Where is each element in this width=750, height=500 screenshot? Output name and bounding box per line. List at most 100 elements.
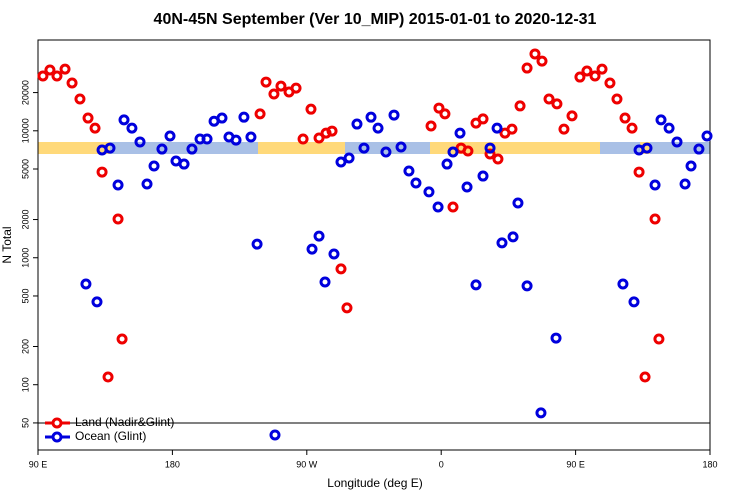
point <box>66 77 78 89</box>
point <box>535 407 547 419</box>
point <box>102 371 114 383</box>
point <box>74 93 86 105</box>
point <box>104 142 116 154</box>
point <box>447 201 459 213</box>
point <box>178 158 190 170</box>
y-tick-label: 1000 <box>20 248 30 268</box>
point <box>574 71 586 83</box>
point <box>491 122 503 134</box>
point <box>633 166 645 178</box>
chart-title: 40N-45N September (Ver 10_MIP) 2015-01-0… <box>154 11 597 28</box>
x-tick-label: 180 <box>165 459 180 469</box>
point <box>507 231 519 243</box>
point <box>112 213 124 225</box>
plot-frame <box>37 39 711 451</box>
y-tick-label: 10000 <box>20 118 30 143</box>
point <box>388 109 400 121</box>
point <box>80 278 92 290</box>
point <box>335 263 347 275</box>
point <box>655 114 667 126</box>
point <box>529 48 541 60</box>
x-tick-label: 0 <box>439 459 444 469</box>
legend-label: Land (Nadir&Glint) <box>75 415 174 429</box>
point <box>268 88 280 100</box>
point <box>186 143 198 155</box>
legend-marker <box>51 417 63 429</box>
point <box>164 130 176 142</box>
point <box>82 112 94 124</box>
point <box>521 62 533 74</box>
point <box>89 122 101 134</box>
point <box>512 197 524 209</box>
y-tick-label: 200 <box>20 339 30 354</box>
point <box>305 103 317 115</box>
point <box>403 165 415 177</box>
point <box>685 160 697 172</box>
point <box>372 122 384 134</box>
point <box>581 65 593 77</box>
point <box>96 166 108 178</box>
point <box>395 141 407 153</box>
point <box>649 179 661 191</box>
point <box>521 280 533 292</box>
point <box>447 146 459 158</box>
point <box>260 76 272 88</box>
point <box>148 160 160 172</box>
point <box>432 201 444 213</box>
point <box>596 63 608 75</box>
point <box>558 123 570 135</box>
point <box>423 186 435 198</box>
point <box>306 243 318 255</box>
y-tick-label: 2000 <box>20 210 30 230</box>
point <box>245 131 257 143</box>
y-tick-label: 20000 <box>20 80 30 105</box>
point <box>91 296 103 308</box>
x-tick-label: 90 W <box>296 459 318 469</box>
point <box>477 170 489 182</box>
point <box>454 127 466 139</box>
point <box>639 371 651 383</box>
point <box>254 108 266 120</box>
point <box>617 278 629 290</box>
point <box>641 142 653 154</box>
surface-band <box>38 142 710 154</box>
point <box>701 130 713 142</box>
point <box>351 118 363 130</box>
point <box>112 179 124 191</box>
point <box>313 230 325 242</box>
y-tick-label: 50 <box>20 418 30 428</box>
point <box>649 213 661 225</box>
point <box>44 64 56 76</box>
point <box>116 333 128 345</box>
point <box>589 70 601 82</box>
point <box>611 93 623 105</box>
point <box>59 63 71 75</box>
point <box>671 136 683 148</box>
point <box>126 122 138 134</box>
point <box>461 181 473 193</box>
point <box>551 98 563 110</box>
point <box>328 248 340 260</box>
point <box>628 296 640 308</box>
x-tick-label: 90 E <box>29 459 48 469</box>
x-tick-label: 180 <box>702 459 717 469</box>
point <box>141 178 153 190</box>
point <box>477 113 489 125</box>
point <box>484 142 496 154</box>
point <box>341 302 353 314</box>
point <box>550 332 562 344</box>
y-axis-label: N Total <box>0 226 14 263</box>
point <box>156 143 168 155</box>
point <box>506 123 518 135</box>
point <box>275 80 287 92</box>
point <box>462 145 474 157</box>
point <box>663 122 675 134</box>
legend-label: Ocean (Glint) <box>75 429 146 443</box>
point <box>679 178 691 190</box>
point <box>297 133 309 145</box>
point <box>313 132 325 144</box>
point <box>492 153 504 165</box>
point <box>326 125 338 137</box>
point <box>439 108 451 120</box>
x-axis-label: Longitude (deg E) <box>327 476 422 490</box>
